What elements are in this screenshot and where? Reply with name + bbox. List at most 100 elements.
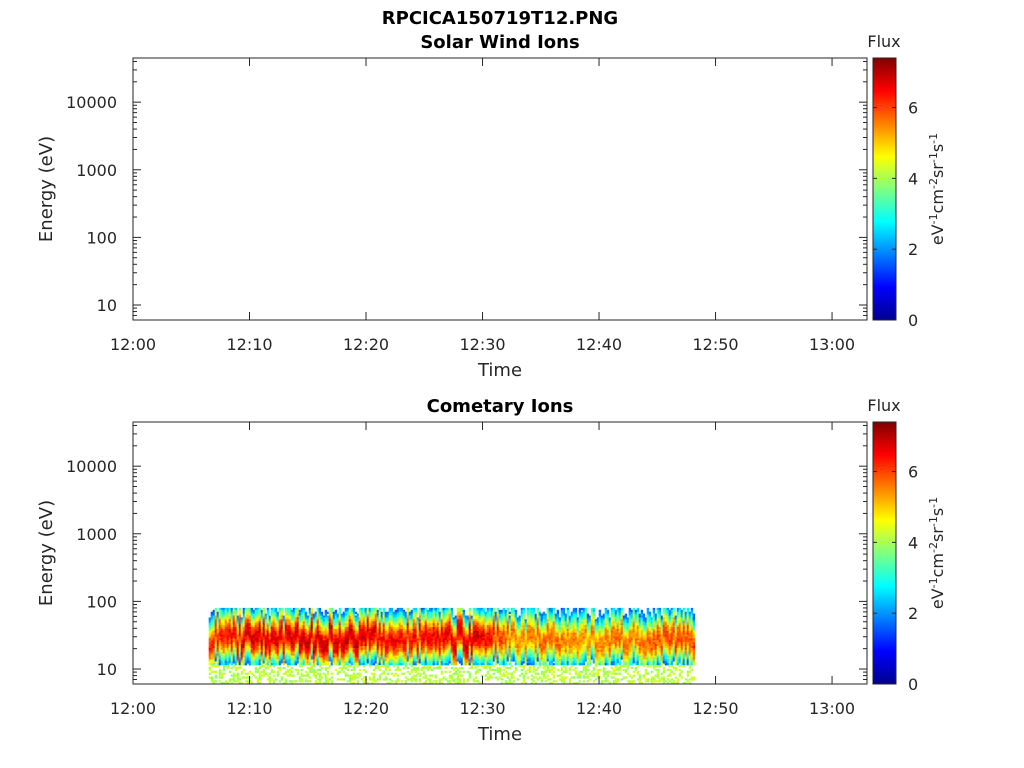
spectrogram-cell: [260, 653, 264, 656]
spectrogram-cell: [440, 646, 444, 649]
spectrogram-cell: [434, 611, 438, 614]
spectrogram-cell: [394, 625, 398, 628]
spectrogram-cell: [294, 653, 298, 656]
spectrogram-cell: [374, 665, 378, 668]
spectrogram-cell: [500, 659, 504, 662]
spectrogram-cell: [212, 615, 216, 618]
spectrogram-cell: [396, 653, 400, 656]
spectrogram-cell: [322, 642, 326, 645]
spectrogram-cell: [488, 627, 492, 630]
spectrogram-cell: [278, 649, 282, 653]
spectrogram-cell: [414, 615, 418, 618]
spectrogram-cell: [482, 619, 486, 622]
spectrogram-cell: [208, 655, 212, 658]
spectrogram-cell: [248, 655, 252, 658]
spectrogram-cell: [348, 632, 352, 635]
spectrogram-cell: [378, 623, 382, 626]
spectrogram-cell: [254, 613, 258, 616]
spectrogram-cell: [376, 623, 380, 626]
spectrogram-cell: [324, 609, 328, 613]
spectrogram-cell: [350, 678, 354, 681]
spectrogram-cell: [216, 627, 220, 630]
spectrogram-cell: [264, 625, 268, 628]
spectrogram-cell: [328, 644, 332, 647]
spectrogram-cell: [288, 636, 292, 639]
spectrogram-cell: [460, 661, 464, 664]
spectrogram-cell: [386, 655, 390, 658]
spectrogram-cell: [270, 625, 274, 628]
spectrogram-cell: [312, 632, 316, 635]
spectrogram-cell: [210, 680, 214, 683]
spectrogram-cell: [432, 621, 436, 624]
spectrogram-cell: [284, 649, 288, 653]
spectrogram-cell: [240, 672, 244, 675]
spectrogram-cell: [384, 627, 388, 630]
spectrogram-cell: [438, 663, 442, 666]
spectrogram-cell: [478, 653, 482, 656]
spectrogram-cell: [378, 628, 382, 632]
spectrogram-cell: [450, 663, 454, 666]
spectrogram-cell: [264, 613, 268, 616]
spectrogram-cell: [210, 621, 214, 624]
spectrogram-cell: [462, 670, 466, 673]
spectrogram-cell: [368, 636, 372, 639]
spectrogram-cell: [254, 647, 258, 651]
spectrogram-cell: [370, 636, 374, 639]
spectrogram-cell: [498, 666, 502, 670]
spectrogram-cell: [446, 655, 450, 658]
spectrogram-cell: [502, 651, 506, 654]
spectrogram-cell: [376, 646, 380, 649]
spectrogram-cell: [490, 634, 494, 637]
spectrogram-cell: [260, 636, 264, 639]
spectrogram-cell: [458, 642, 462, 645]
spectrogram-cell: [402, 621, 406, 624]
spectrogram-cell: [498, 644, 502, 647]
spectrogram-cell: [456, 611, 460, 614]
spectrogram-cell: [390, 611, 394, 614]
spectrogram-cell: [448, 634, 452, 637]
spectrogram-cell: [308, 628, 312, 632]
spectrogram-cell: [392, 649, 396, 653]
spectrogram-cell: [232, 672, 236, 675]
spectrogram-cell: [466, 638, 470, 641]
spectrogram-cell: [234, 680, 238, 683]
spectrogram-cell: [354, 617, 358, 620]
spectrogram-cell: [298, 647, 302, 651]
spectrogram-cell: [364, 655, 368, 658]
spectrogram-cell: [414, 617, 418, 620]
spectrogram-cell: [246, 647, 250, 651]
spectrogram-cell: [344, 615, 348, 618]
spectrogram-cell: [358, 634, 362, 637]
spectrogram-cell: [320, 655, 324, 658]
spectrogram-cell: [318, 611, 322, 614]
spectrogram-cell: [480, 621, 484, 624]
spectrogram-cell: [378, 611, 382, 614]
spectrogram-cell: [466, 630, 470, 634]
spectrogram-cell: [340, 613, 344, 616]
spectrogram-cell: [496, 630, 500, 634]
spectrogram-cell: [256, 632, 260, 635]
spectrogram-cell: [400, 619, 404, 622]
spectrogram-cell: [488, 607, 492, 611]
spectrogram-cell: [438, 647, 442, 651]
spectrogram-cell: [262, 668, 266, 672]
spectrogram-cell: [420, 628, 424, 632]
spectrogram-cell: [442, 663, 446, 666]
spectrogram-cell: [256, 613, 260, 616]
spectrogram-cell: [402, 666, 406, 670]
spectrogram-cell: [334, 657, 338, 660]
spectrogram-cell: [402, 663, 406, 666]
spectrogram-cell: [390, 646, 394, 649]
spectrogram-cell: [330, 607, 334, 611]
spectrogram-cell: [418, 615, 422, 618]
spectrogram-cell: [282, 663, 286, 666]
spectrogram-cell: [220, 630, 224, 634]
spectrogram-cell: [410, 670, 414, 673]
spectrogram-cell: [248, 642, 252, 645]
spectrogram-cell: [386, 653, 390, 656]
spectrogram-cell: [262, 619, 266, 622]
spectrogram-cell: [478, 638, 482, 641]
spectrogram-cell: [428, 609, 432, 613]
spectrogram-cell: [446, 646, 450, 649]
spectrogram-cell: [240, 646, 244, 649]
